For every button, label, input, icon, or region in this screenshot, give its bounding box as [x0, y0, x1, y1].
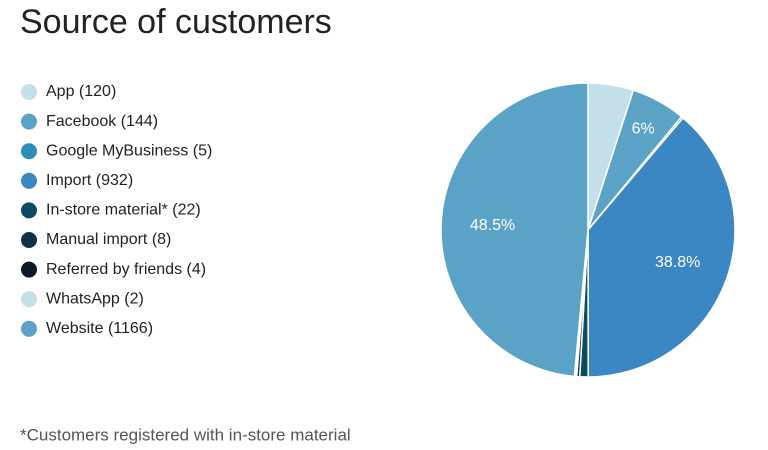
- footnote: *Customers registered with in-store mate…: [20, 425, 351, 444]
- legend-swatch: [21, 84, 37, 100]
- legend-label: Google MyBusiness (5): [46, 142, 212, 159]
- pie-slice: [440, 82, 589, 378]
- legend-label: Import (932): [46, 172, 133, 189]
- legend-label: Facebook (144): [46, 113, 158, 130]
- legend-swatch: [21, 202, 37, 219]
- legend-swatch: [21, 291, 37, 308]
- legend-swatch: [21, 113, 37, 130]
- legend-swatch: [21, 232, 37, 248]
- chart-title: Source of customers: [20, 3, 332, 41]
- legend-label: App (120): [46, 83, 116, 100]
- data-label: 38.8%: [655, 254, 700, 271]
- pie-slice: [587, 116, 736, 378]
- legend-label: Referred by friends (4): [46, 261, 206, 278]
- data-label: 48.5%: [470, 217, 515, 234]
- legend-label: WhatsApp (2): [46, 290, 144, 307]
- data-label: 6%: [632, 121, 655, 138]
- legend-swatch: [21, 261, 37, 278]
- legend-label: In-store material* (22): [46, 202, 201, 219]
- legend-label: Manual import (8): [46, 231, 171, 248]
- legend-swatch: [21, 320, 37, 337]
- legend-label: Website (1166): [46, 320, 153, 337]
- legend-swatch: [21, 143, 37, 160]
- legend-swatch: [21, 172, 37, 189]
